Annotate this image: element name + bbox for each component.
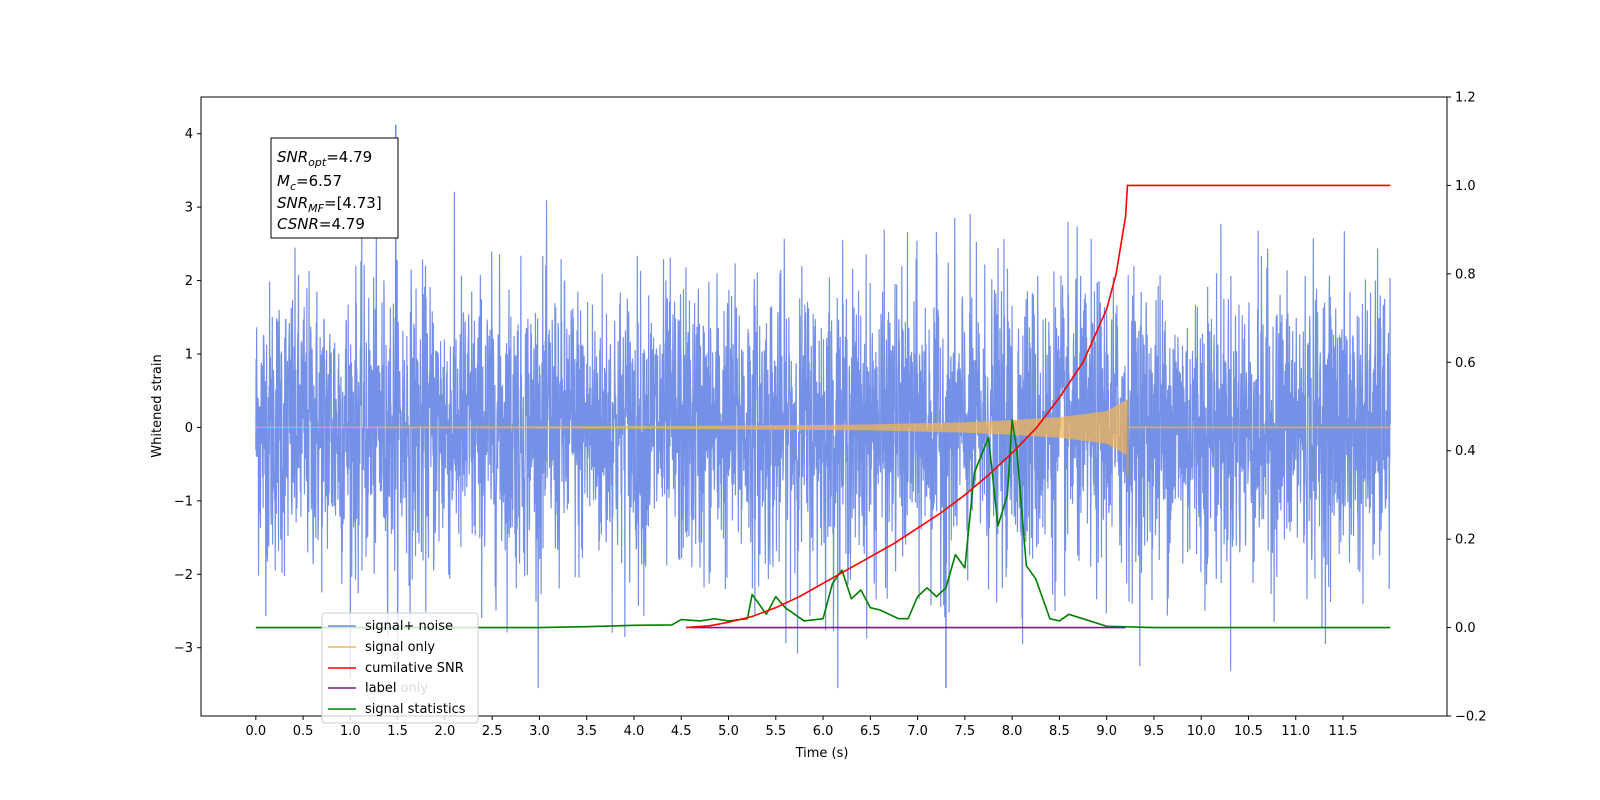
legend-frame <box>321 612 479 724</box>
x-tick-label: 3.0 <box>529 724 550 739</box>
axes-frame <box>200 96 1448 717</box>
y2-tick-label: 0.4 <box>1455 444 1476 459</box>
legend-label-label-only: label only <box>365 681 428 696</box>
y2-tick-label: 1.0 <box>1455 179 1476 194</box>
y-tick-label: −1 <box>174 494 193 509</box>
y2-tick-label: 0.6 <box>1455 356 1476 371</box>
x-tick-label: 4.5 <box>671 724 692 739</box>
x-tick-label: 1.0 <box>340 724 361 739</box>
x-tick-label: 9.5 <box>1144 724 1165 739</box>
x-tick-label: 8.0 <box>1002 724 1023 739</box>
series-cumulative-snr <box>685 184 1391 629</box>
y2-tick-label: 1.2 <box>1455 91 1476 106</box>
x-tick-label: 4.0 <box>624 724 645 739</box>
legend-label-signal-statistics: signal statistics <box>365 702 466 717</box>
x-tick-label: 0.0 <box>245 724 266 739</box>
annotation-frame <box>270 137 399 239</box>
x-tick-label: 8.5 <box>1049 724 1070 739</box>
x-tick-label: 5.0 <box>718 724 739 739</box>
y2-tick-label: 0.8 <box>1455 267 1476 282</box>
annotation-line-snr-opt: SNRopt=4.79 <box>277 148 372 169</box>
y2-tick-label: 0.2 <box>1455 533 1476 548</box>
y-tick-label: 2 <box>185 274 193 289</box>
y2-tick-label: −0.2 <box>1455 710 1487 725</box>
y-tick-label: 4 <box>185 127 193 142</box>
legend-label-cumulative-snr: cumilative SNR <box>365 661 464 676</box>
legend: signal+ noise signal only cumilative SNR… <box>321 612 479 724</box>
x-tick-label: 7.0 <box>907 724 928 739</box>
x-tick-label: 10.5 <box>1234 724 1263 739</box>
y-tick-label: −2 <box>174 568 193 583</box>
legend-label-signal-only: signal only <box>365 640 435 655</box>
series-signal-only <box>255 399 1391 456</box>
x-tick-label: 2.0 <box>435 724 456 739</box>
y-tick-label: 1 <box>185 347 193 362</box>
y-axis-label: Whitened strain <box>150 354 165 457</box>
annotation-line-csnr: CSNR=4.79 <box>277 215 365 233</box>
x-tick-label: 7.5 <box>955 724 976 739</box>
y-tick-label: 0 <box>185 421 193 436</box>
series-signal-statistics <box>255 418 1391 629</box>
x-tick-label: 2.5 <box>482 724 503 739</box>
x-tick-label: 11.0 <box>1281 724 1310 739</box>
annotation-box: SNRopt=4.79 Mc=6.57 SNRMF=[4.73] CSNR=4.… <box>270 137 399 239</box>
legend-label-signal-noise: signal+ noise <box>365 619 453 634</box>
series-signal-noise <box>255 191 1391 689</box>
axis-ticks: 0.0 0.5 1.0 1.5 2.0 2.5 3.0 3.5 4.0 4.5 5.0 5.5 6.0 6… <box>174 91 1487 740</box>
x-tick-label: 6.5 <box>860 724 881 739</box>
x-tick-label: 6.0 <box>813 724 834 739</box>
legend-label-label: label <box>365 681 396 696</box>
plot-area <box>255 124 1391 689</box>
y-tick-label: −3 <box>174 641 193 656</box>
x-tick-label: 10.0 <box>1187 724 1216 739</box>
x-tick-label: 5.5 <box>765 724 786 739</box>
x-tick-label: 11.5 <box>1329 724 1358 739</box>
x-tick-label: 1.5 <box>387 724 408 739</box>
x-tick-label: 0.5 <box>293 724 314 739</box>
y-tick-label: 3 <box>185 201 193 216</box>
annotation-line-mc: Mc=6.57 <box>277 172 342 193</box>
annotation-line-snr-mf: SNRMF=[4.73] <box>277 194 382 215</box>
x-axis-label: Time (s) <box>795 746 849 761</box>
x-tick-label: 9.0 <box>1096 724 1117 739</box>
x-tick-label: 3.5 <box>576 724 597 739</box>
y2-tick-label: 0.0 <box>1455 621 1476 636</box>
